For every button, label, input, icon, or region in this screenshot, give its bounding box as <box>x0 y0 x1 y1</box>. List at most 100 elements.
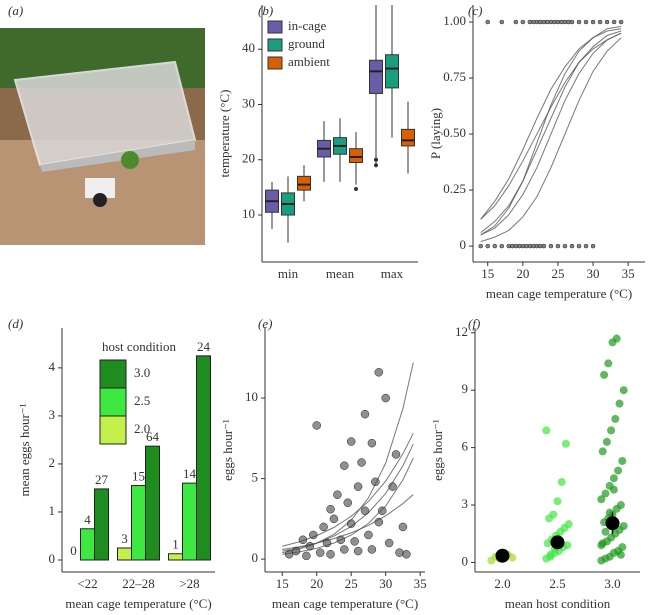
point <box>602 437 611 446</box>
point <box>619 522 628 531</box>
point <box>298 535 308 545</box>
x-tick-label: 3.0 <box>604 576 620 591</box>
point <box>499 243 505 249</box>
point <box>478 243 483 249</box>
point <box>333 490 342 499</box>
y-tick-label: 3 <box>49 407 56 422</box>
y-tick-label: 1.00 <box>443 13 466 28</box>
mean <box>495 548 510 563</box>
point <box>367 438 377 448</box>
x-tick-label: 2.5 <box>549 576 565 591</box>
curve <box>282 494 414 550</box>
point <box>618 19 624 25</box>
point <box>377 506 387 516</box>
x-tick-label: 35 <box>622 266 635 281</box>
point <box>485 243 490 249</box>
x-tick-label: max <box>381 266 404 281</box>
y-tick-label: 6 <box>462 439 469 454</box>
point <box>513 19 519 25</box>
point <box>600 370 609 379</box>
count-label: 4 <box>84 512 91 527</box>
point <box>590 243 596 249</box>
box <box>369 59 383 94</box>
box <box>297 175 311 191</box>
point <box>609 474 618 483</box>
x-tick-label: min <box>278 266 299 281</box>
curve <box>480 32 622 220</box>
y-axis-title: temperature (°C) <box>217 90 232 178</box>
bar <box>94 488 109 561</box>
legend-label: in-cage <box>288 18 326 33</box>
point <box>346 519 356 528</box>
point <box>329 514 339 524</box>
point <box>402 550 411 559</box>
point <box>597 541 606 550</box>
point <box>564 520 573 529</box>
point <box>381 393 390 403</box>
point <box>340 545 349 554</box>
point <box>520 19 526 25</box>
point <box>367 545 377 554</box>
y-tick-label: 0.50 <box>443 125 466 140</box>
point <box>357 458 366 467</box>
count-label: 3 <box>121 531 128 546</box>
y-tick-label: 2 <box>49 455 56 470</box>
y-tick-label: 20 <box>242 151 255 166</box>
point <box>563 541 572 550</box>
legend-label: 3.0 <box>134 365 150 380</box>
point <box>616 550 625 559</box>
point <box>353 482 363 491</box>
x-axis-title: mean cage temperature (°C) <box>65 596 211 611</box>
point <box>615 399 624 408</box>
point <box>315 548 325 557</box>
point <box>395 548 404 557</box>
bar <box>131 485 146 561</box>
y-axis-title: eggs hour⁻¹ <box>220 419 235 481</box>
point <box>384 538 394 548</box>
photo-pot <box>93 193 107 207</box>
y-tick-label: 40 <box>242 40 255 55</box>
bar <box>196 355 211 561</box>
point <box>353 546 363 556</box>
photo-sign <box>85 178 115 198</box>
point <box>619 386 628 395</box>
point <box>364 530 373 540</box>
y-tick-label: 0 <box>252 550 259 565</box>
point <box>612 334 621 343</box>
y-tick-label: 1 <box>49 503 56 518</box>
y-tick-label: 0 <box>49 551 56 566</box>
legend-swatch <box>99 415 127 445</box>
point <box>611 19 617 25</box>
point <box>485 19 490 25</box>
legend-swatch <box>267 20 283 34</box>
point <box>561 439 570 448</box>
point <box>322 538 332 548</box>
panel-label: (b) <box>258 3 273 18</box>
point <box>597 19 603 25</box>
box <box>401 128 415 147</box>
count-label: 14 <box>183 466 197 481</box>
count-label: 1 <box>172 537 179 552</box>
point <box>326 550 335 559</box>
point <box>597 495 606 504</box>
outlier <box>374 163 378 168</box>
curve <box>480 30 622 234</box>
y-axis-title: P (laying) <box>428 108 443 159</box>
point <box>284 550 294 559</box>
point <box>492 243 498 249</box>
y-tick-label: 5 <box>252 470 259 485</box>
point <box>309 530 318 540</box>
legend-swatch <box>99 387 127 417</box>
point <box>609 485 618 494</box>
x-tick-label: 25 <box>551 266 564 281</box>
point <box>541 243 547 249</box>
point <box>346 437 356 446</box>
y-axis-title: mean eggs hour⁻¹ <box>17 403 32 496</box>
count-label: 64 <box>146 429 160 444</box>
x-tick-label: 15 <box>481 266 494 281</box>
point <box>576 19 582 25</box>
point <box>499 19 505 25</box>
y-tick-label: 12 <box>455 324 468 339</box>
legend-swatch <box>267 38 283 52</box>
